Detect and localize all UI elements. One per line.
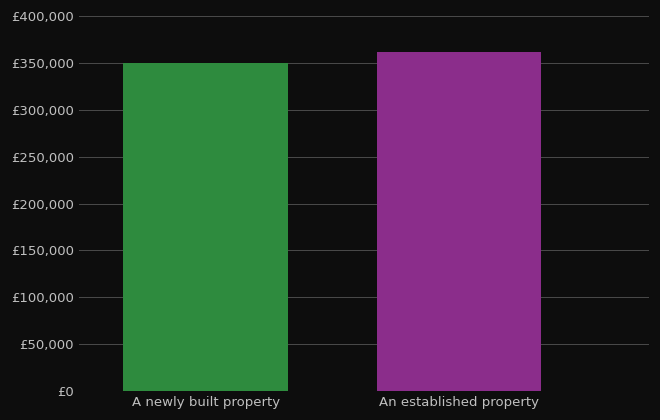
Bar bbox=[377, 52, 541, 391]
Bar bbox=[123, 63, 288, 391]
